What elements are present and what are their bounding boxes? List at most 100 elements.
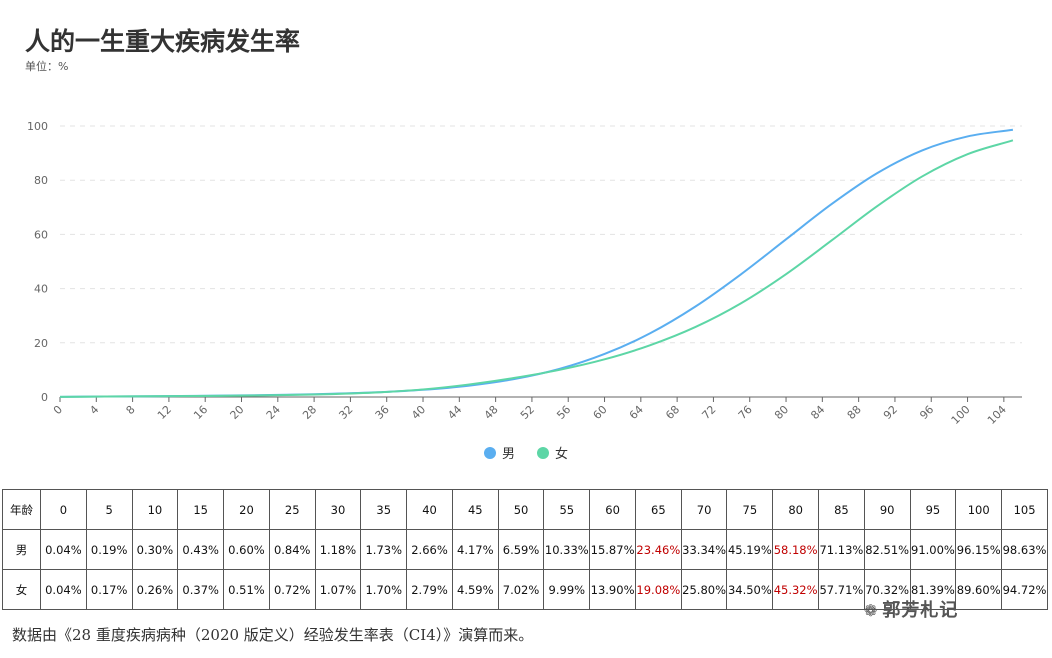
x-tick-label: 0 — [51, 403, 65, 417]
table-age-header: 70 — [680, 489, 728, 530]
series-line-male — [59, 128, 1014, 398]
table-cell: 1.73% — [360, 529, 408, 570]
table-age-header: 35 — [360, 489, 408, 530]
x-tick-label: 92 — [881, 403, 900, 422]
table-cell: 91.00% — [909, 529, 957, 570]
table-row-label: 男 — [2, 529, 41, 570]
x-tick-label: 12 — [155, 403, 174, 422]
table-cell: 0.60% — [223, 529, 270, 570]
x-tick-label: 72 — [699, 403, 718, 422]
table-row: 女 0.04% 0.17% 0.26% 0.37% 0.51% 0.72% 1.07% 1.70… — [2, 569, 1048, 610]
table-age-header: 40 — [406, 489, 453, 530]
table-cell: 9.99% — [543, 569, 591, 610]
x-tick-label: 80 — [772, 403, 791, 422]
x-tick-label: 60 — [591, 403, 610, 422]
x-tick-label: 16 — [191, 403, 210, 422]
table-cell: 0.37% — [177, 569, 225, 610]
table-cell: 94.72% — [1001, 569, 1048, 610]
table-age-header: 65 — [634, 489, 682, 530]
legend-dot-male — [483, 446, 496, 459]
legend-label-female: 女 — [555, 447, 569, 462]
table-age-header: 105 — [1001, 489, 1048, 530]
table-age-header: 55 — [543, 489, 591, 530]
table-cell: 0.84% — [268, 529, 316, 570]
y-tick-label: 60 — [34, 228, 48, 241]
table-age-header: 75 — [726, 489, 774, 530]
y-tick-label: 20 — [34, 337, 48, 350]
watermark-text: 郭芳札记 — [882, 600, 959, 621]
table-cell: 81.39% — [909, 569, 957, 610]
table-cell: 0.04% — [40, 569, 87, 610]
table-cell: 10.33% — [543, 529, 591, 570]
table-age-header: 5 — [85, 489, 133, 530]
incidence-table: 年龄 0 5 10 15 20 25 30 35 40 45 50 55 60 65 70 75 80 85 90 95… — [2, 489, 1048, 610]
table-cell: 2.66% — [406, 529, 453, 570]
legend-item-male[interactable]: 男 — [483, 443, 515, 462]
table-cell: 33.34% — [680, 529, 728, 570]
table-row: 男 0.04% 0.19% 0.30% 0.43% 0.60% 0.84% 1.18% 1.73… — [2, 529, 1048, 570]
x-tick-label: 4 — [87, 403, 101, 417]
table-age-header: 60 — [589, 489, 636, 530]
table-cell: 70.32% — [863, 569, 911, 610]
table-cell: 19.08% — [634, 569, 682, 610]
x-tick-label: 36 — [373, 403, 392, 422]
x-tick-label: 52 — [518, 403, 537, 422]
table-cell: 23.46% — [634, 529, 682, 570]
table-cell: 4.17% — [451, 529, 499, 570]
x-tick-label: 56 — [554, 403, 573, 422]
table-cell: 1.07% — [314, 569, 362, 610]
table-cell: 4.59% — [451, 569, 499, 610]
table-age-header: 80 — [772, 489, 820, 530]
legend: 男 女 — [0, 443, 1052, 462]
x-tick-label: 48 — [482, 403, 501, 422]
x-tick-label: 32 — [336, 403, 355, 422]
x-tick-label: 20 — [228, 403, 247, 422]
table-age-header: 10 — [131, 489, 179, 530]
x-tick-label: 104 — [985, 403, 1009, 427]
table-age-header: 20 — [223, 489, 270, 530]
watermark: ❁ 郭芳札记 — [864, 596, 958, 622]
x-tick-label: 100 — [949, 403, 973, 427]
legend-item-female[interactable]: 女 — [537, 443, 568, 462]
table-cell: 0.19% — [85, 529, 133, 570]
chart-title: 人的一生重大疾病发生率 — [25, 27, 301, 56]
table-cell: 0.43% — [177, 529, 225, 570]
table-age-header: 85 — [818, 489, 865, 530]
x-tick-label: 40 — [409, 403, 428, 422]
table-age-header: 45 — [451, 489, 499, 530]
unit-label: 单位：% — [25, 60, 69, 73]
table-cell: 0.04% — [40, 529, 87, 570]
table-age-header: 25 — [268, 489, 316, 530]
table-cell: 1.18% — [314, 529, 362, 570]
table-cell: 6.59% — [497, 529, 545, 570]
table-cell: 2.79% — [406, 569, 453, 610]
x-tick-label: 64 — [627, 403, 646, 422]
table-row-label: 女 — [2, 569, 41, 610]
table-age-header: 0 — [40, 489, 87, 530]
table-header-row: 年龄 0 5 10 15 20 25 30 35 40 45 50 55 60 65 70 75 80 85 90 95… — [2, 489, 1048, 530]
table-cell: 58.18% — [772, 529, 820, 570]
y-tick-label: 0 — [41, 391, 48, 404]
x-tick-label: 84 — [808, 403, 827, 422]
table-cell: 0.30% — [131, 529, 179, 570]
table-cell: 45.19% — [726, 529, 774, 570]
y-tick-label: 40 — [34, 283, 48, 296]
x-tick-label: 24 — [264, 403, 283, 422]
table-cell: 15.87% — [589, 529, 636, 570]
table-cell: 98.63% — [1001, 529, 1048, 570]
table-age-header: 90 — [863, 489, 911, 530]
table-cell: 57.71% — [818, 569, 865, 610]
table-cell: 25.80% — [680, 569, 728, 610]
table-cell: 71.13% — [818, 529, 865, 570]
y-tick-label: 80 — [34, 174, 48, 187]
table-age-header: 15 — [177, 489, 225, 530]
table-cell: 13.90% — [589, 569, 636, 610]
table-age-header: 100 — [955, 489, 1003, 530]
wechat-icon: ❁ — [864, 601, 879, 620]
table-header-label: 年龄 — [2, 489, 41, 530]
table-cell: 45.32% — [772, 569, 820, 610]
x-tick-label: 76 — [736, 403, 755, 422]
x-tick-label: 88 — [845, 403, 864, 422]
legend-dot-female — [537, 446, 549, 459]
